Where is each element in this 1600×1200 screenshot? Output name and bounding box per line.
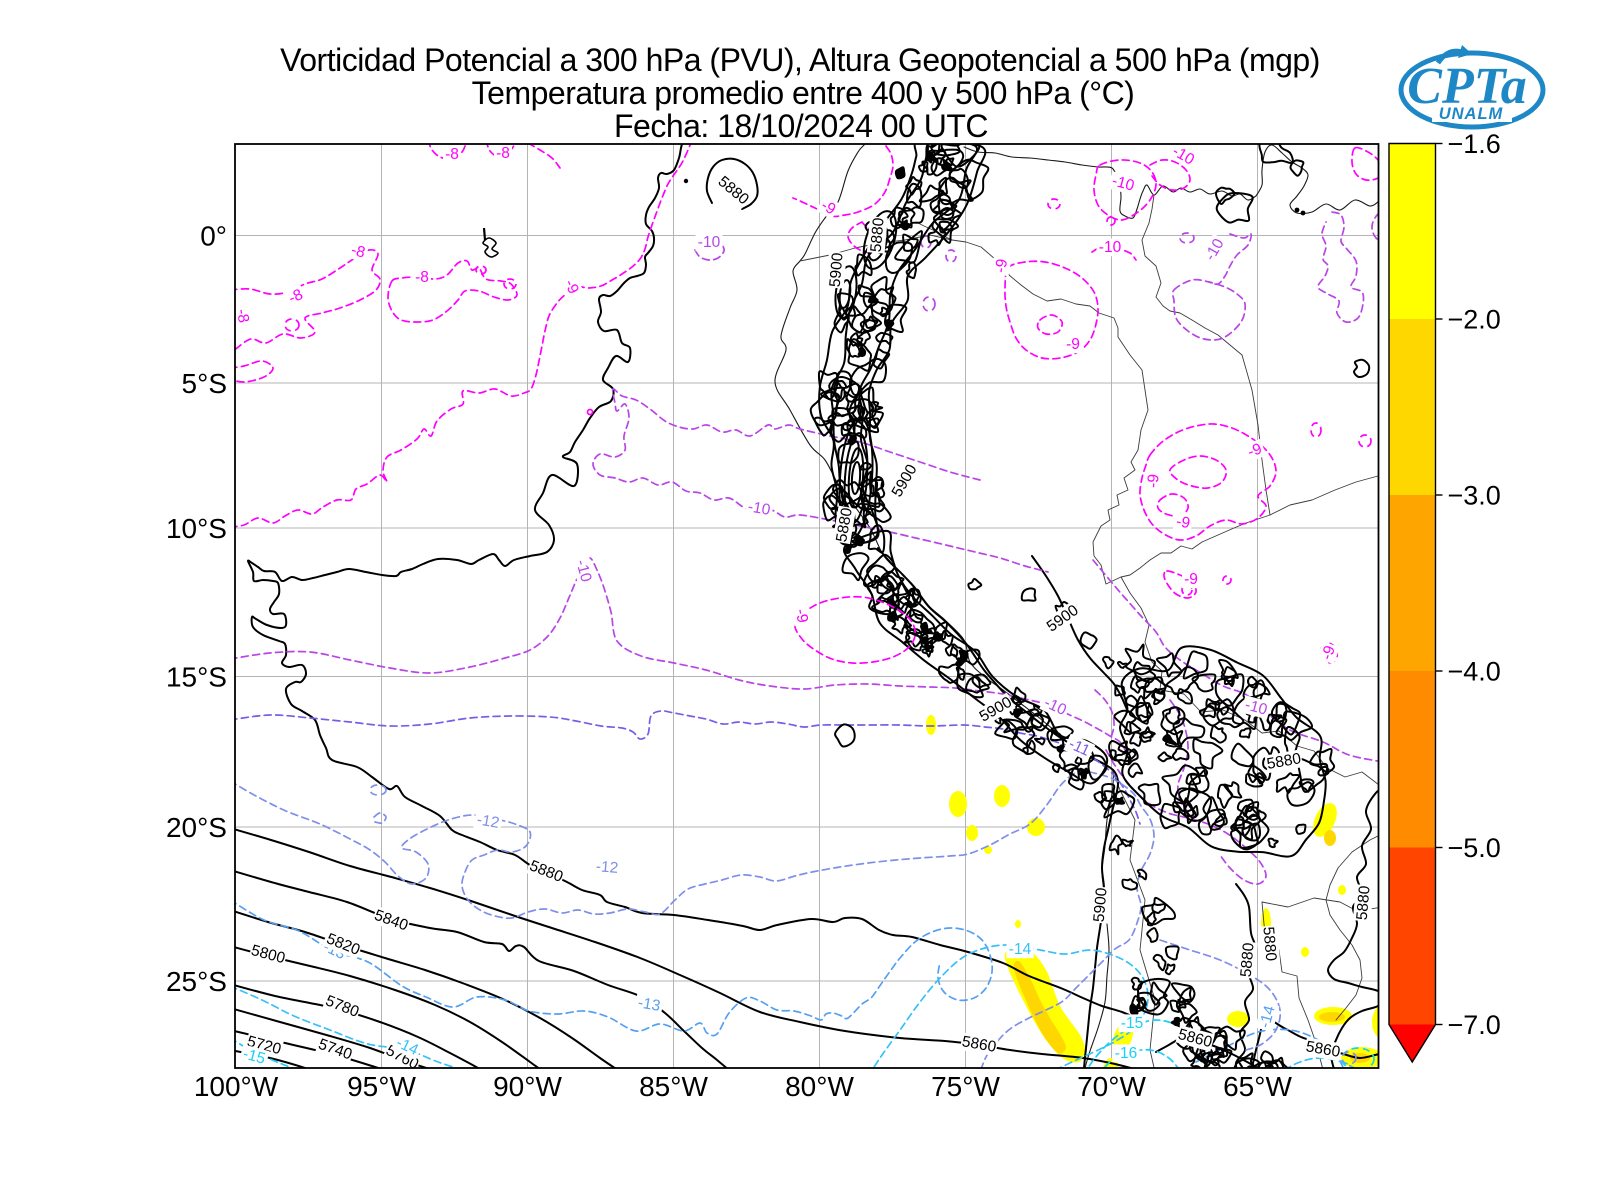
- svg-text:-16: -16: [1115, 1045, 1137, 1062]
- svg-text:−7.0: −7.0: [1448, 1010, 1501, 1040]
- svg-text:-9: -9: [1245, 440, 1264, 461]
- svg-text:80°W: 80°W: [785, 1071, 854, 1102]
- svg-text:85°W: 85°W: [639, 1071, 708, 1102]
- svg-text:-8: -8: [349, 242, 367, 262]
- svg-text:-9: -9: [992, 258, 1011, 275]
- svg-text:-13: -13: [637, 994, 662, 1015]
- svg-text:-9: -9: [1066, 336, 1080, 353]
- svg-text:-14: -14: [1009, 941, 1032, 958]
- svg-text:-9: -9: [1145, 473, 1163, 488]
- svg-text:5900: 5900: [1091, 887, 1111, 923]
- svg-text:-8: -8: [415, 269, 429, 286]
- svg-text:-14: -14: [1256, 1004, 1278, 1030]
- svg-text:-8: -8: [286, 286, 306, 307]
- svg-text:-10: -10: [747, 498, 772, 519]
- svg-text:0°: 0°: [200, 221, 227, 252]
- svg-text:5880: 5880: [868, 217, 888, 253]
- svg-text:25°S: 25°S: [166, 966, 227, 997]
- svg-text:-10: -10: [1099, 239, 1122, 256]
- svg-text:70°W: 70°W: [1077, 1071, 1146, 1102]
- svg-text:75°W: 75°W: [931, 1071, 1000, 1102]
- svg-text:95°W: 95°W: [347, 1071, 416, 1102]
- svg-text:-9: -9: [561, 277, 582, 297]
- svg-text:-10: -10: [1243, 696, 1269, 718]
- svg-text:-9: -9: [1318, 643, 1339, 662]
- svg-text:5880: 5880: [1259, 926, 1279, 962]
- svg-text:−5.0: −5.0: [1448, 833, 1501, 863]
- svg-text:-15: -15: [241, 1045, 267, 1067]
- svg-text:5860: 5860: [961, 1033, 998, 1056]
- svg-text:65°W: 65°W: [1223, 1071, 1292, 1102]
- svg-text:15°S: 15°S: [166, 662, 227, 693]
- svg-text:-9: -9: [1184, 571, 1198, 588]
- svg-text:5860: 5860: [1305, 1038, 1342, 1061]
- svg-text:−2.0: −2.0: [1448, 305, 1501, 335]
- svg-text:−3.0: −3.0: [1448, 481, 1501, 511]
- svg-text:5880: 5880: [1265, 750, 1302, 773]
- svg-text:-12: -12: [595, 858, 619, 877]
- svg-text:−4.0: −4.0: [1448, 657, 1501, 687]
- svg-text:-10: -10: [698, 234, 721, 251]
- svg-text:10°S: 10°S: [166, 513, 227, 544]
- svg-text:5880: 5880: [1238, 942, 1258, 978]
- svg-text:5900: 5900: [827, 252, 847, 288]
- svg-text:-10: -10: [572, 558, 594, 584]
- svg-text:−1.6: −1.6: [1448, 129, 1501, 159]
- svg-text:-15: -15: [1121, 1015, 1143, 1032]
- svg-text:5880: 5880: [833, 506, 856, 543]
- svg-text:100°W: 100°W: [194, 1071, 279, 1102]
- svg-text:-12: -12: [476, 811, 501, 832]
- svg-text:-9: -9: [1175, 513, 1192, 532]
- svg-text:Vorticidad Potencial a 300 hPa: Vorticidad Potencial a 300 hPa (PVU), Al…: [280, 42, 1320, 78]
- svg-text:-10: -10: [1110, 172, 1136, 194]
- svg-text:Fecha: 18/10/2024 00 UTC: Fecha: 18/10/2024 00 UTC: [614, 108, 988, 144]
- svg-text:UNALM: UNALM: [1439, 105, 1504, 123]
- svg-text:5880: 5880: [1354, 885, 1374, 921]
- svg-text:5°S: 5°S: [182, 368, 227, 399]
- svg-text:-9: -9: [792, 608, 811, 625]
- svg-text:Temperatura promedio entre 400: Temperatura promedio entre 400 y 500 hPa…: [472, 75, 1135, 111]
- svg-text:90°W: 90°W: [493, 1071, 562, 1102]
- svg-text:-8: -8: [233, 308, 252, 325]
- svg-text:-8: -8: [496, 145, 510, 162]
- svg-text:20°S: 20°S: [166, 812, 227, 843]
- svg-text:-8: -8: [445, 146, 459, 163]
